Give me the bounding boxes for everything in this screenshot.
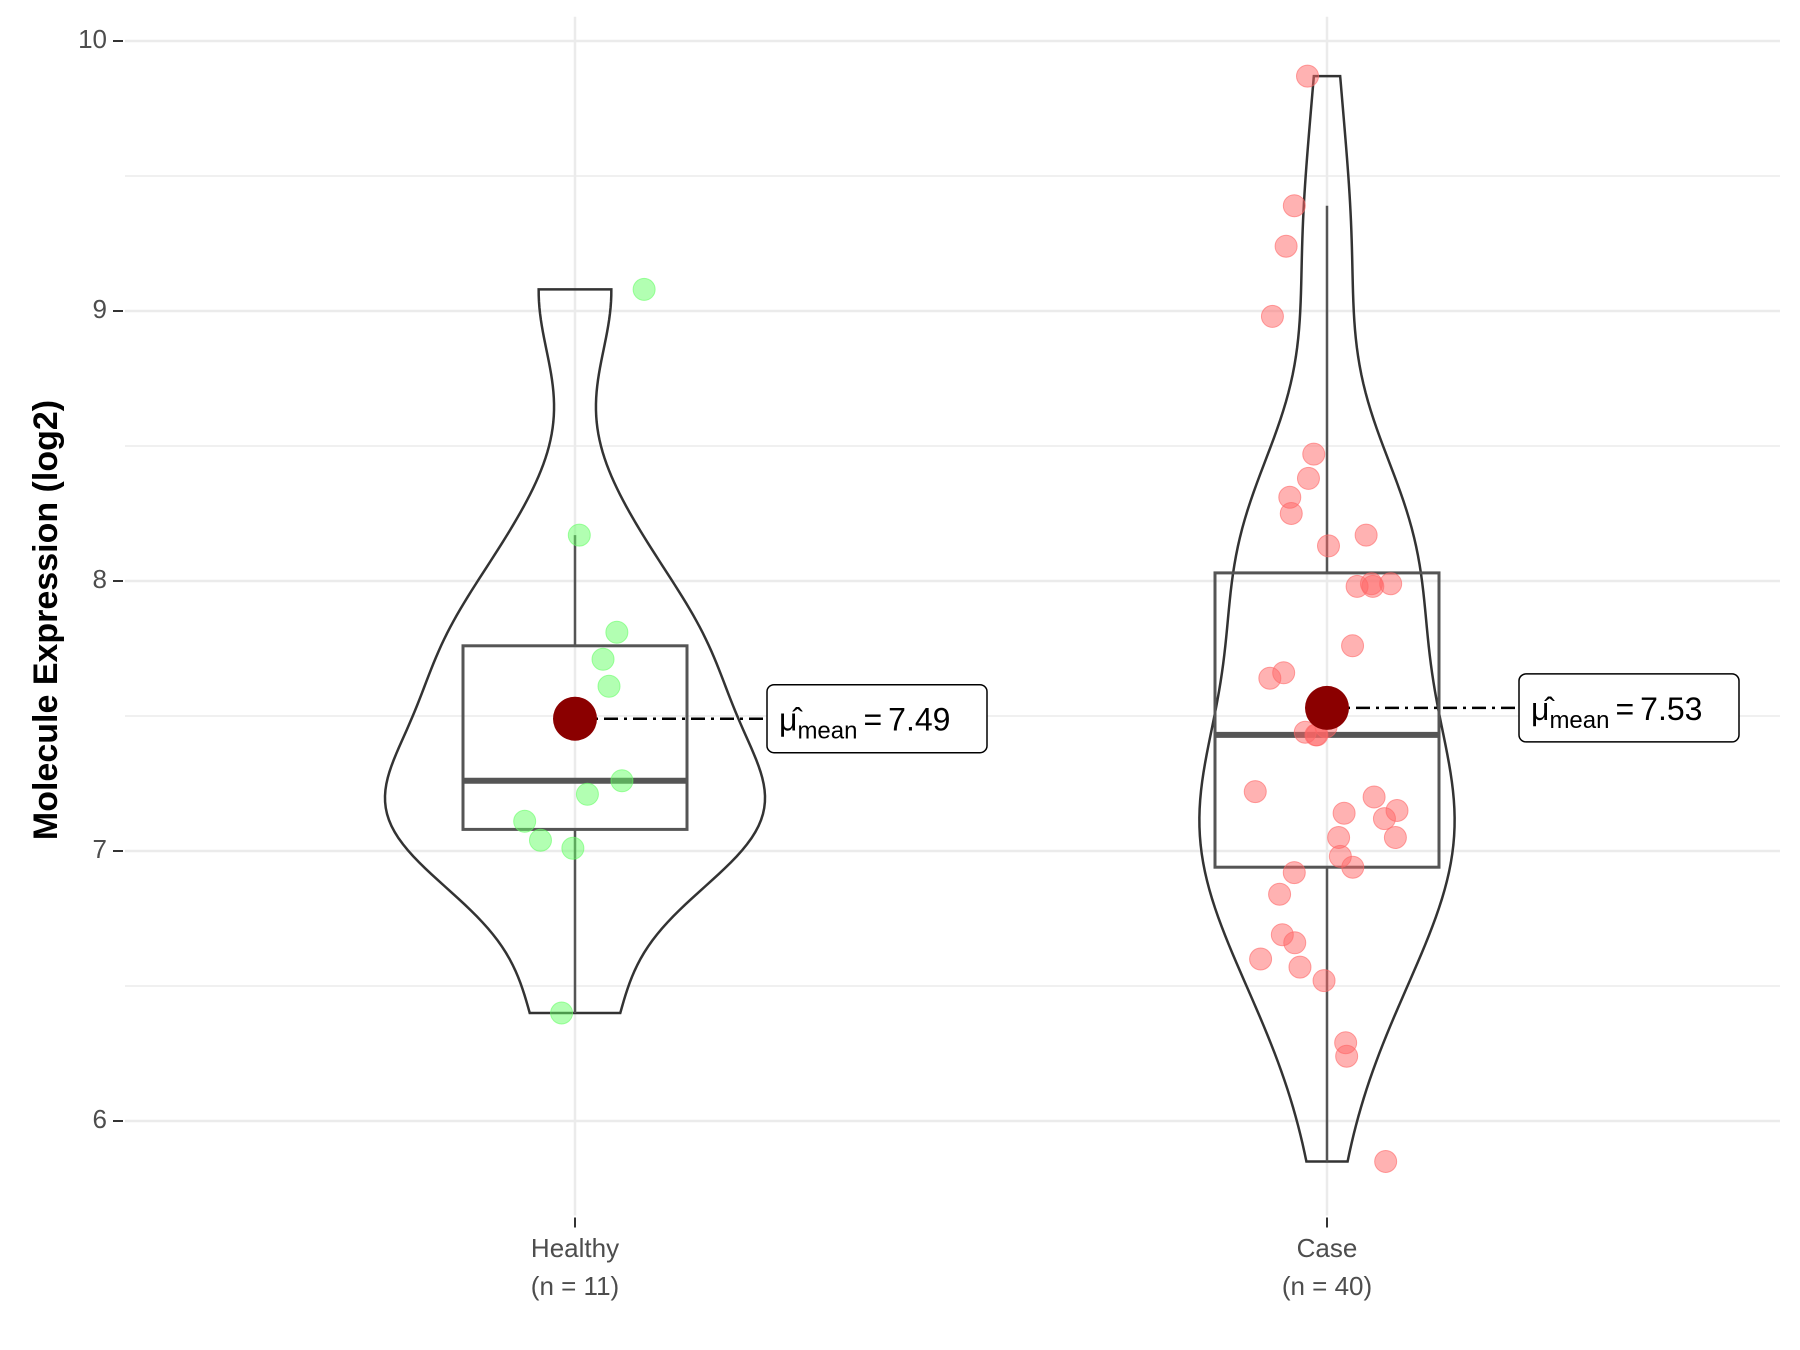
- mean-label-part: 7.49: [888, 702, 950, 738]
- data-point: [513, 809, 537, 833]
- data-point: [632, 277, 656, 301]
- data-point: [1274, 234, 1298, 258]
- data-point: [528, 828, 552, 852]
- mean-label: μ̂mean = 7.53: [1531, 691, 1702, 734]
- mean-label-part: mean: [797, 718, 857, 745]
- mean-label-part: =: [863, 702, 882, 738]
- box: [1213, 571, 1441, 869]
- mean-point: [553, 696, 597, 741]
- violin: [383, 288, 767, 1015]
- data-point: [575, 782, 599, 806]
- data-point: [1332, 801, 1356, 825]
- data-point: [1282, 861, 1306, 885]
- data-point: [1372, 807, 1396, 831]
- data-point: [1362, 785, 1386, 809]
- data-point: [1341, 855, 1365, 879]
- data-point: [1302, 442, 1326, 466]
- data-point: [1249, 947, 1273, 971]
- x-tick-label: Case: [1297, 1233, 1358, 1263]
- data-point: [1258, 666, 1282, 690]
- data-point: [591, 647, 615, 671]
- data-point: [1243, 780, 1267, 804]
- mean-point: [1305, 685, 1349, 730]
- data-point: [1312, 969, 1336, 993]
- data-point: [1296, 466, 1320, 490]
- data-point: [1268, 882, 1292, 906]
- mean-label-box: [1518, 673, 1740, 743]
- data-point: [1260, 304, 1284, 328]
- data-point: [1279, 502, 1303, 525]
- data-point: [1296, 64, 1320, 88]
- box: [461, 644, 689, 831]
- data-point: [1316, 534, 1340, 558]
- data-point: [1354, 523, 1378, 547]
- y-tick-label: 6: [93, 1104, 107, 1134]
- y-tick-label: 7: [93, 834, 107, 864]
- x-count-label: (n = 11): [531, 1271, 619, 1301]
- data-point: [610, 769, 634, 793]
- violin: [1198, 74, 1456, 1163]
- data-point: [1283, 931, 1307, 955]
- mean-label-part: mean: [1549, 707, 1609, 734]
- mean-label-part: =: [1615, 691, 1634, 727]
- data-point: [567, 523, 591, 547]
- data-point: [550, 1001, 574, 1025]
- data-point: [1341, 634, 1365, 658]
- y-tick-label: 10: [78, 24, 107, 54]
- data-point: [597, 674, 621, 698]
- data-point: [1383, 826, 1407, 849]
- y-axis-title: Molecule Expression (log2): [27, 400, 65, 840]
- data-point: [1345, 574, 1369, 598]
- data-point: [605, 620, 629, 644]
- mean-label-box: [766, 683, 988, 754]
- data-point: [1335, 1044, 1359, 1068]
- data-point: [1288, 955, 1312, 979]
- data-point: [1374, 1150, 1398, 1173]
- y-tick-label: 9: [93, 294, 107, 324]
- x-tick-label: Healthy: [531, 1233, 619, 1263]
- data-point: [561, 836, 585, 860]
- data-point: [1379, 572, 1403, 596]
- y-tick-label: 8: [93, 564, 107, 594]
- mean-label: μ̂mean = 7.49: [779, 702, 950, 745]
- data-point: [1282, 194, 1306, 218]
- mean-label-part: 7.53: [1640, 691, 1702, 727]
- x-count-label: (n = 40): [1282, 1271, 1372, 1301]
